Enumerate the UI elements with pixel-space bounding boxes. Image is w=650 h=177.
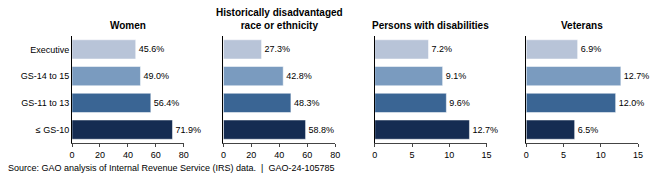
svg-text:40: 40 — [274, 150, 284, 160]
svg-text:48.3%: 48.3% — [294, 98, 320, 108]
svg-text:42.8%: 42.8% — [286, 71, 312, 81]
svg-text:80: 80 — [179, 150, 189, 160]
svg-text:20: 20 — [246, 150, 256, 160]
svg-text:60: 60 — [302, 150, 312, 160]
svg-text:60: 60 — [151, 150, 161, 160]
svg-text:10: 10 — [444, 150, 454, 160]
svg-text:9.1%: 9.1% — [446, 71, 467, 81]
svg-text:10: 10 — [596, 150, 606, 160]
svg-text:15: 15 — [482, 150, 492, 160]
svg-text:5: 5 — [410, 150, 415, 160]
svg-text:12.7%: 12.7% — [624, 71, 650, 81]
svg-text:6.5%: 6.5% — [578, 125, 599, 135]
svg-text:20: 20 — [95, 150, 105, 160]
svg-text:≤ GS-10: ≤ GS-10 — [36, 125, 69, 135]
svg-text:58.8%: 58.8% — [309, 125, 335, 135]
svg-text:0: 0 — [524, 150, 529, 160]
svg-text:6.9%: 6.9% — [581, 44, 602, 54]
svg-text:Persons with disabilities: Persons with disabilities — [372, 20, 489, 31]
svg-text:80: 80 — [330, 150, 340, 160]
svg-text:15: 15 — [633, 150, 643, 160]
svg-text:Veterans: Veterans — [561, 20, 603, 31]
svg-text:Executive: Executive — [30, 45, 69, 55]
svg-text:9.6%: 9.6% — [449, 98, 470, 108]
svg-text:Women: Women — [110, 20, 146, 31]
svg-text:0: 0 — [221, 150, 226, 160]
svg-text:0: 0 — [69, 150, 74, 160]
svg-text:0: 0 — [372, 150, 377, 160]
svg-text:7.2%: 7.2% — [431, 44, 452, 54]
svg-text:45.6%: 45.6% — [139, 44, 165, 54]
svg-text:49.0%: 49.0% — [143, 71, 169, 81]
svg-text:Source: GAO analysis of Intern: Source: GAO analysis of Internal Revenue… — [8, 163, 335, 173]
svg-text:56.4%: 56.4% — [154, 98, 180, 108]
svg-text:71.9%: 71.9% — [175, 125, 201, 135]
svg-text:12.7%: 12.7% — [472, 125, 498, 135]
svg-text:GS-11 to 13: GS-11 to 13 — [21, 98, 69, 108]
svg-text:5: 5 — [561, 150, 566, 160]
svg-text:27.3%: 27.3% — [265, 44, 291, 54]
svg-text:12.0%: 12.0% — [619, 98, 645, 108]
svg-text:GS-14 to 15: GS-14 to 15 — [21, 71, 70, 81]
svg-text:40: 40 — [123, 150, 133, 160]
svg-text:Historically disadvantagedrace: Historically disadvantagedrace or ethnic… — [216, 7, 343, 31]
